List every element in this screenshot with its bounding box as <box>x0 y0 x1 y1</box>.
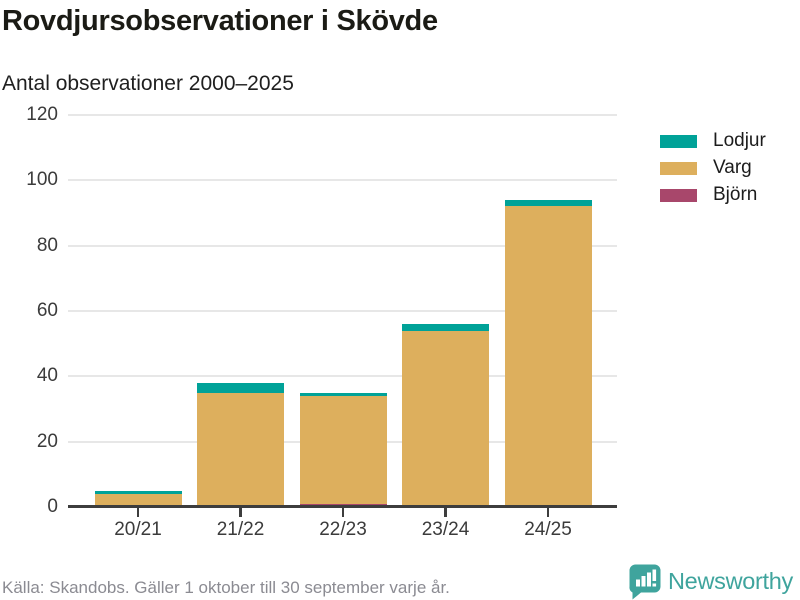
x-axis-label: 24/25 <box>524 519 572 540</box>
legend-swatch <box>660 134 697 148</box>
x-axis-tick <box>546 508 550 517</box>
x-axis-label: 22/23 <box>319 519 367 540</box>
brand-name: Newsworthy <box>668 568 793 594</box>
bar-segment-lodjur[interactable] <box>299 392 387 396</box>
bar-segment-lodjur[interactable] <box>402 324 489 331</box>
bar-segment-varg[interactable] <box>94 493 182 507</box>
gridline-y-40 <box>68 375 617 378</box>
chart-title: Rovdjursobservationer i Skövde <box>2 5 438 37</box>
gridline-y-80 <box>68 244 617 247</box>
legend-item-bjrn[interactable]: Björn <box>660 184 758 205</box>
bar-segment-varg[interactable] <box>504 206 592 507</box>
legend-label: Björn <box>713 184 758 205</box>
x-axis-label: 21/22 <box>216 519 265 540</box>
legend-label: Lodjur <box>713 130 766 151</box>
legend-swatch <box>660 161 697 175</box>
x-axis-tick <box>341 508 345 517</box>
y-axis-label: 80 <box>36 234 58 256</box>
y-axis-label: 0 <box>47 496 58 517</box>
bar-segment-lodjur[interactable] <box>504 199 592 207</box>
legend-swatch <box>660 188 697 202</box>
x-axis-line <box>68 505 617 508</box>
y-axis-label: 40 <box>36 365 58 387</box>
source-note: Källa: Skandobs. Gäller 1 oktober till 3… <box>2 578 450 597</box>
bar-chart-speech-bubble-icon <box>628 563 661 600</box>
bar-segment-varg[interactable] <box>299 395 387 504</box>
bar-segment-varg[interactable] <box>197 392 284 507</box>
legend-item-lodjur[interactable]: Lodjur <box>660 130 766 151</box>
gridline-y-120 <box>68 114 617 116</box>
y-axis-label: 120 <box>26 104 58 125</box>
y-axis-label: 20 <box>36 430 58 452</box>
x-axis-tick <box>444 508 447 517</box>
x-axis-tick <box>239 508 242 517</box>
x-axis-label: 20/21 <box>114 519 162 540</box>
bar-segment-varg[interactable] <box>402 330 489 507</box>
y-axis-label: 100 <box>26 169 58 191</box>
chart-subtitle: Antal observationer 2000–2025 <box>2 72 294 95</box>
x-axis-label: 23/24 <box>421 519 470 540</box>
gridline-y-100 <box>68 179 617 182</box>
legend-label: Varg <box>713 157 752 178</box>
bar-segment-lodjur[interactable] <box>197 382 284 393</box>
gridline-y-60 <box>68 310 617 312</box>
x-axis-tick <box>136 508 140 517</box>
newsworthy-logo[interactable]: Newsworthy <box>628 563 793 600</box>
y-axis-label: 60 <box>36 300 58 321</box>
bar-segment-lodjur[interactable] <box>94 490 182 494</box>
legend-item-varg[interactable]: Varg <box>660 157 752 178</box>
